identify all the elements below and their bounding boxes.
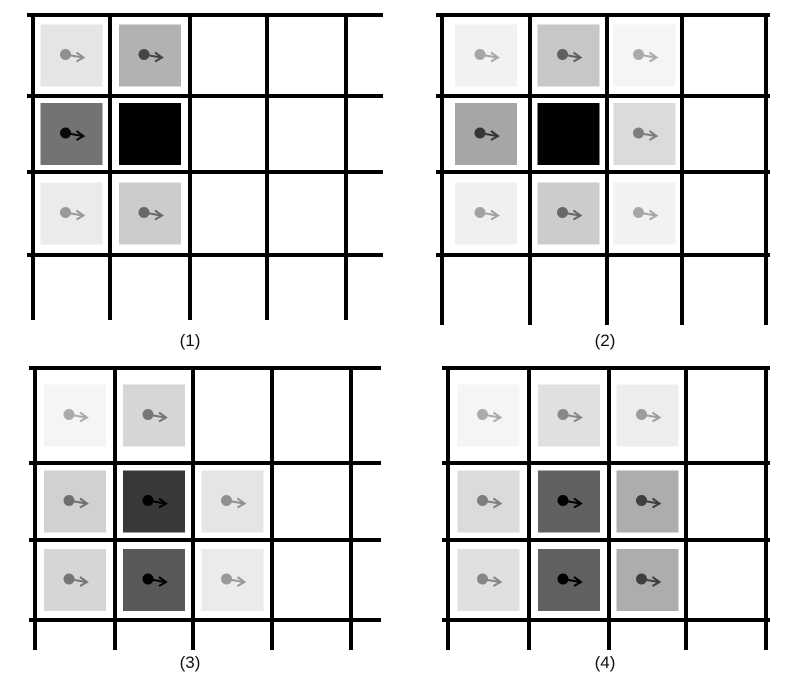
velocity-marker-icon xyxy=(557,409,583,423)
velocity-marker-icon xyxy=(477,495,503,509)
shaded-cell xyxy=(40,24,103,87)
shaded-cell xyxy=(538,384,600,447)
velocity-marker-icon xyxy=(63,573,89,587)
shaded-cell xyxy=(44,549,106,611)
velocity-marker-icon xyxy=(60,207,86,221)
grid-lines xyxy=(27,13,383,320)
shaded-cell xyxy=(616,384,679,447)
shaded-cell xyxy=(457,470,520,533)
velocity-marker-icon xyxy=(557,495,583,509)
velocity-marker-icon xyxy=(636,409,662,423)
shaded-cell xyxy=(201,470,264,533)
panel-1: (1) xyxy=(27,13,383,350)
shaded-cell xyxy=(44,470,106,533)
velocity-marker-icon xyxy=(63,495,89,509)
velocity-marker-icon xyxy=(142,409,168,423)
panel-4: (4) xyxy=(442,366,770,672)
shaded-cell xyxy=(119,103,181,165)
shaded-cell xyxy=(613,182,676,245)
shaded-cell xyxy=(537,103,600,165)
shaded-cell xyxy=(40,182,103,245)
panel-2: (2) xyxy=(436,13,770,350)
shaded-cell xyxy=(455,182,517,245)
panel-3: (3) xyxy=(29,366,381,672)
velocity-marker-icon xyxy=(60,49,86,63)
velocity-marker-icon xyxy=(557,49,583,63)
velocity-marker-icon xyxy=(633,207,659,221)
velocity-marker-icon xyxy=(60,127,86,141)
velocity-marker-icon xyxy=(474,49,500,63)
shaded-cell xyxy=(123,384,185,447)
shaded-cell xyxy=(613,103,676,165)
shaded-cell xyxy=(119,182,181,245)
grid-lines xyxy=(436,13,770,325)
velocity-marker-icon xyxy=(477,573,503,587)
grid-lines xyxy=(29,366,381,650)
shaded-cell xyxy=(201,549,264,611)
panel-caption: (2) xyxy=(595,331,616,350)
shaded-cell xyxy=(613,24,676,87)
velocity-marker-icon xyxy=(633,49,659,63)
velocity-marker-icon xyxy=(221,495,247,509)
velocity-marker-icon xyxy=(142,573,168,587)
shaded-cell xyxy=(44,384,106,447)
velocity-marker-icon xyxy=(63,409,89,423)
panel-caption: (4) xyxy=(595,653,616,672)
velocity-marker-icon xyxy=(636,495,662,509)
velocity-marker-icon xyxy=(474,207,500,221)
shaded-cell xyxy=(457,384,520,447)
velocity-marker-icon xyxy=(142,495,168,509)
velocity-marker-icon xyxy=(474,127,500,141)
velocity-marker-icon xyxy=(477,409,503,423)
velocity-marker-icon xyxy=(138,49,164,63)
panel-caption: (1) xyxy=(180,331,201,350)
velocity-marker-icon xyxy=(221,573,247,587)
shaded-cell xyxy=(537,182,600,245)
grid-lines xyxy=(442,366,770,650)
velocity-marker-icon xyxy=(636,573,662,587)
panel-caption: (3) xyxy=(180,653,201,672)
velocity-marker-icon xyxy=(557,573,583,587)
velocity-marker-icon xyxy=(633,127,659,141)
velocity-marker-icon xyxy=(557,207,583,221)
shaded-cell xyxy=(457,549,520,611)
velocity-marker-icon xyxy=(138,207,164,221)
shaded-cell xyxy=(455,24,517,87)
